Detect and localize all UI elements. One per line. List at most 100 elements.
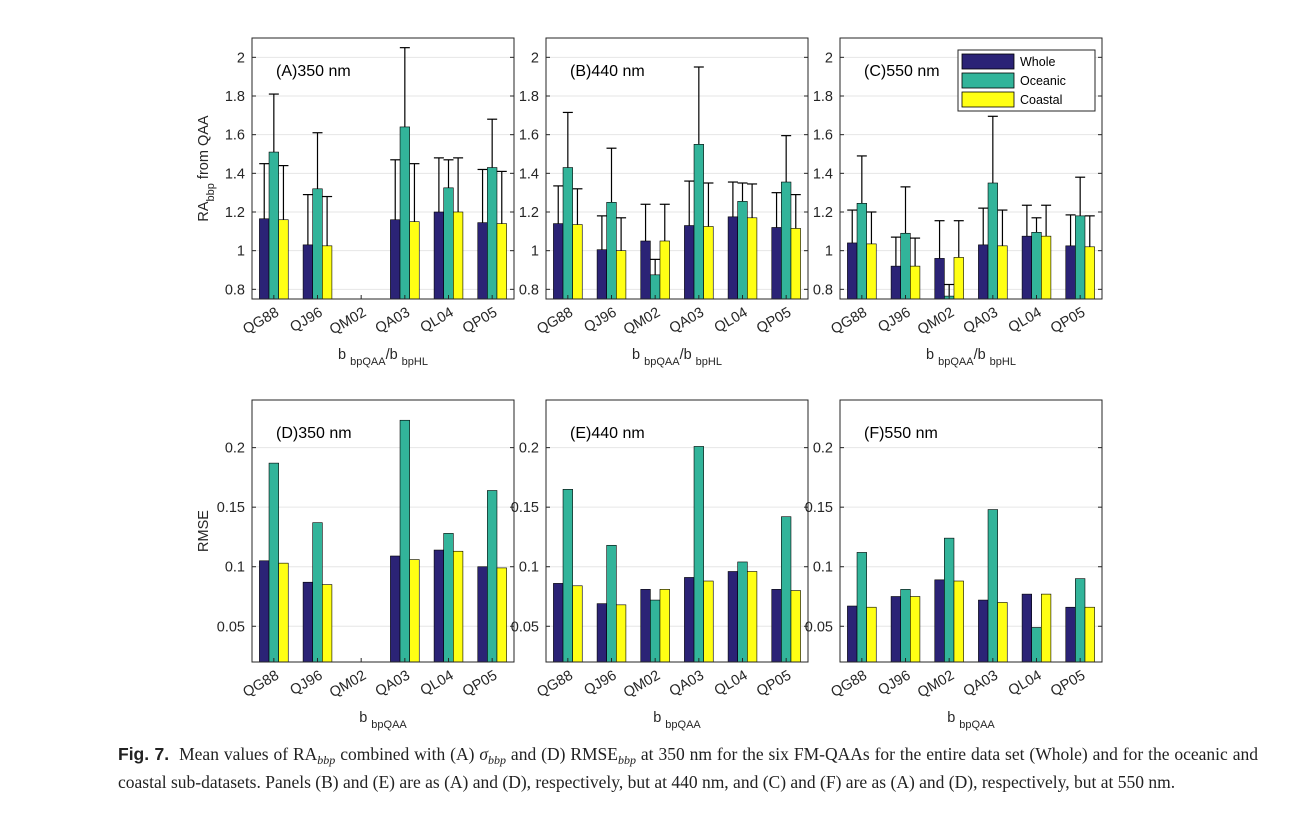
- x-tick-label: QM02: [327, 668, 369, 702]
- y-tick-label: 1.6: [225, 128, 245, 144]
- bar-oceanic-qa03: [693, 144, 704, 300]
- x-tick-label: QL04: [1006, 668, 1045, 700]
- y-tick-label: 0.8: [813, 282, 833, 298]
- bar-whole-qj96: [302, 581, 313, 663]
- y-tick-label: 0.15: [511, 500, 539, 516]
- bar-oceanic-ql04: [443, 533, 454, 663]
- panel-b: 0.8 1 1.2 1.4 1.6 1.8 2 QG88 QJ96 QM02 QA03 QL04 QP0…: [519, 37, 809, 368]
- bar-coastal-qj96: [616, 604, 627, 663]
- bar-oceanic-qj96: [312, 188, 323, 300]
- panel-d: 0.05 0.1 0.15 0.2 QG88 QJ96 QM02 QA03 QL04 QP05 (D…: [196, 399, 515, 731]
- y-tick-label: 1: [531, 244, 539, 260]
- bar-whole-ql04: [1021, 235, 1032, 300]
- panel-title: (B)440 nm: [570, 63, 645, 80]
- bar-whole-qa03: [684, 225, 695, 300]
- y-tick-label: 1.8: [519, 89, 539, 105]
- x-tick-label: QP05: [754, 668, 794, 700]
- bar-whole-qa03: [390, 219, 401, 300]
- y-tick-label: 1.2: [225, 205, 245, 221]
- bar-oceanic-ql04: [443, 187, 454, 300]
- bar-coastal-qp05: [1084, 606, 1095, 663]
- bar-coastal-qj96: [322, 245, 333, 300]
- bar-oceanic-qa03: [693, 446, 704, 663]
- bar-oceanic-qp05: [1075, 215, 1086, 300]
- y-tick-label: 0.1: [519, 560, 539, 576]
- bar-whole-qg88: [847, 605, 858, 663]
- axes-box: [251, 399, 515, 663]
- legend-label-coastal: Coastal: [1020, 93, 1062, 107]
- bar-oceanic-qp05: [487, 490, 498, 663]
- bar-whole-qa03: [684, 577, 695, 663]
- x-tick-label: QL04: [1006, 305, 1045, 337]
- legend-label-oceanic: Oceanic: [1020, 74, 1066, 88]
- bar-coastal-qp05: [496, 567, 507, 663]
- legend-swatch-coastal: [961, 91, 1015, 108]
- y-tick-label: 1.6: [813, 128, 833, 144]
- bar-whole-qm02: [640, 589, 651, 663]
- bar-coastal-qa03: [409, 559, 420, 663]
- bar-coastal-qa03: [703, 580, 714, 663]
- bar-coastal-qa03: [997, 602, 1008, 663]
- bar-coastal-qa03: [997, 245, 1008, 300]
- bar-coastal-ql04: [1041, 235, 1052, 300]
- axes-box: [545, 37, 809, 300]
- x-tick-label: QJ96: [581, 305, 619, 336]
- y-tick-label: 1.2: [519, 205, 539, 221]
- x-axis-label: b bpQAA/b bpHL: [338, 347, 428, 368]
- bar-whole-qp05: [1065, 606, 1076, 663]
- panel-title: (F)550 nm: [864, 425, 938, 442]
- bar-coastal-ql04: [453, 211, 464, 300]
- bar-oceanic-qg88: [562, 489, 573, 663]
- bar-coastal-qm02: [659, 589, 670, 663]
- y-tick-label: 0.15: [805, 500, 833, 516]
- bar-whole-qp05: [771, 227, 782, 300]
- bar-whole-qa03: [978, 244, 989, 300]
- bar-coastal-qj96: [910, 265, 921, 300]
- x-tick-label: QJ96: [875, 305, 913, 336]
- bar-whole-ql04: [433, 549, 444, 663]
- bar-oceanic-qm02: [650, 599, 661, 663]
- bar-oceanic-ql04: [737, 201, 748, 300]
- bar-oceanic-ql04: [1031, 232, 1042, 300]
- figure-caption: Fig. 7. Mean values of RAbbp combined wit…: [118, 743, 1258, 793]
- y-tick-label: 0.8: [519, 282, 539, 298]
- x-tick-label: QJ96: [287, 668, 325, 699]
- bar-oceanic-qp05: [1075, 578, 1086, 663]
- bar-whole-qg88: [847, 242, 858, 300]
- y-tick-label: 2: [825, 50, 833, 66]
- bar-whole-qp05: [771, 589, 782, 663]
- panel-title: (D)350 nm: [276, 425, 352, 442]
- bar-whole-qj96: [596, 603, 607, 663]
- bar-coastal-qp05: [496, 223, 507, 300]
- y-tick-label: 1.4: [225, 166, 245, 182]
- x-tick-label: QJ96: [875, 668, 913, 699]
- bar-coastal-qj96: [910, 596, 921, 663]
- x-tick-label: QP05: [460, 668, 500, 700]
- bar-coastal-qm02: [953, 580, 964, 663]
- plot-area: [546, 38, 808, 299]
- plot-area: [546, 400, 808, 662]
- axes-box: [839, 37, 1103, 300]
- x-tick-label: QG88: [534, 668, 576, 701]
- bar-whole-qm02: [934, 258, 945, 300]
- caption-text-4: at 350 nm for the six FM-QAAs for the en…: [118, 744, 1258, 792]
- caption-sub-1: bbp: [317, 753, 336, 767]
- x-tick-label: QL04: [418, 305, 457, 337]
- bar-oceanic-qj96: [312, 522, 323, 663]
- bar-whole-qj96: [596, 249, 607, 300]
- x-tick-label: QP05: [754, 305, 794, 337]
- x-tick-label: QA03: [961, 668, 1001, 700]
- legend-label-whole: Whole: [1020, 55, 1055, 69]
- x-tick-label: QJ96: [287, 305, 325, 336]
- bar-coastal-qg88: [866, 606, 877, 663]
- bar-oceanic-qg88: [268, 462, 279, 663]
- y-tick-label: 1: [237, 244, 245, 260]
- bar-whole-qj96: [890, 265, 901, 300]
- bar-whole-ql04: [727, 571, 738, 663]
- x-tick-label: QM02: [327, 305, 369, 339]
- y-tick-label: 0.1: [813, 560, 833, 576]
- x-tick-label: QL04: [418, 668, 457, 700]
- y-tick-label: 0.2: [225, 441, 245, 457]
- bar-whole-ql04: [433, 211, 444, 300]
- bar-coastal-qp05: [790, 590, 801, 663]
